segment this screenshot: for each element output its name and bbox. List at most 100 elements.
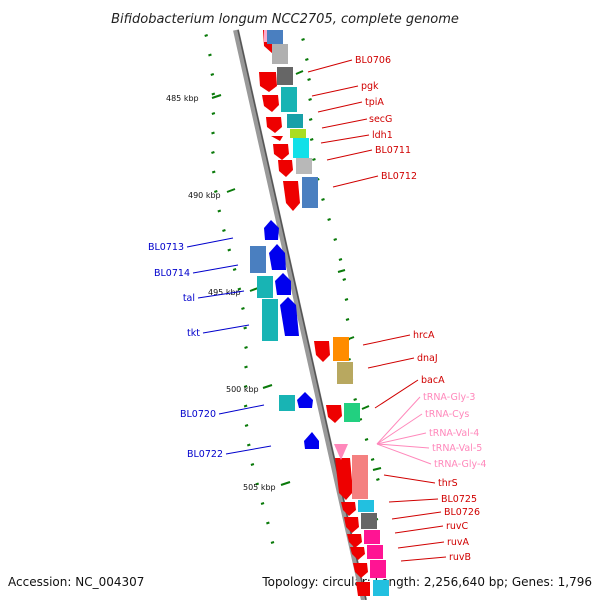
reverse-genes — [250, 220, 319, 449]
guide-dot — [243, 404, 248, 408]
guide-dot — [204, 34, 209, 37]
gene-arrow[interactable] — [314, 341, 330, 362]
guide-dot — [250, 463, 255, 466]
gene-arrow[interactable] — [356, 582, 370, 596]
gene-arrow[interactable] — [347, 534, 362, 548]
gene-label[interactable]: BL0722 — [187, 449, 223, 460]
guide-dot — [255, 482, 259, 486]
guide-dot — [333, 238, 338, 241]
scale-label: 490 kbp — [188, 191, 221, 200]
label-leaders-trna — [376, 396, 432, 465]
gene-label[interactable]: tpiA — [365, 97, 384, 108]
gene-arrow[interactable] — [335, 458, 353, 500]
label-leaders-forward — [307, 59, 447, 562]
gene-arrow[interactable] — [264, 220, 279, 240]
gene-arrow[interactable] — [262, 95, 279, 112]
guide-dot — [211, 131, 215, 135]
gene-arrow[interactable] — [344, 517, 359, 533]
gene-label[interactable]: thrS — [438, 478, 458, 489]
trna-label[interactable]: tRNA-Gly-3 — [423, 392, 475, 403]
gene-label[interactable]: BL0713 — [148, 242, 184, 253]
gene-label[interactable]: BL0726 — [444, 507, 480, 518]
guide-dot — [344, 298, 349, 301]
guide-dot — [213, 190, 218, 193]
gene-arrow[interactable] — [304, 432, 319, 449]
scale-dots — [204, 34, 380, 544]
gene-arrow[interactable] — [353, 563, 368, 578]
gene-label[interactable]: tal — [183, 293, 195, 304]
trna-label[interactable]: tRNA-Gly-4 — [434, 459, 486, 470]
guide-dot — [345, 318, 350, 321]
guide-dot — [370, 458, 375, 461]
gene-label[interactable]: secG — [369, 114, 392, 125]
gene-arrow[interactable] — [269, 244, 286, 270]
gene-label[interactable]: ruvC — [446, 521, 469, 532]
gene-arrow[interactable] — [283, 181, 300, 211]
guide-dot — [211, 92, 216, 96]
label-leaders-reverse — [186, 237, 272, 455]
trna-label[interactable]: tRNA-Val-4 — [429, 428, 479, 439]
gene-label[interactable]: BL0714 — [154, 268, 190, 279]
scale-tick — [211, 94, 222, 99]
gene-arrow[interactable] — [271, 136, 283, 141]
gene-arrow[interactable] — [278, 160, 293, 177]
scale-tick — [249, 287, 259, 292]
gene-arrow[interactable] — [326, 405, 342, 423]
scale-label: 495 kbp — [208, 288, 241, 297]
guide-dot — [308, 118, 313, 121]
scale-tick — [262, 384, 273, 389]
gene-label[interactable]: tkt — [187, 328, 200, 339]
trna-label[interactable]: tRNA-Val-5 — [432, 443, 482, 454]
guide-dot — [376, 478, 380, 481]
reverse-labels: BL0713 BL0714 tal tkt BL0720 BL0722 — [148, 242, 223, 460]
gene-label[interactable]: dnaJ — [417, 353, 438, 364]
gene-label[interactable]: BL0725 — [441, 494, 477, 505]
guide-dot — [327, 218, 331, 221]
gene-label[interactable]: ruvA — [447, 537, 470, 548]
guide-dot — [222, 229, 226, 232]
gene-arrow[interactable] — [280, 297, 299, 336]
gene-arrow[interactable] — [297, 392, 313, 408]
guide-dot — [243, 326, 247, 330]
gene-label[interactable]: BL0706 — [355, 55, 391, 66]
guide-dot — [308, 98, 312, 101]
trna-labels: tRNA-Gly-3 tRNA-Cys tRNA-Val-4 tRNA-Val-… — [423, 392, 486, 470]
gene-label[interactable]: ruvB — [449, 552, 471, 563]
guide-dot — [210, 73, 215, 76]
guide-dot — [244, 424, 249, 427]
gene-label[interactable]: BL0712 — [381, 171, 417, 182]
gene-label[interactable]: bacA — [421, 375, 445, 386]
guide-dot — [353, 398, 357, 401]
gene-label[interactable]: ldh1 — [372, 130, 393, 141]
guide-dot — [364, 438, 369, 441]
guide-dot — [301, 38, 305, 41]
guide-dot — [211, 112, 216, 115]
gene-label[interactable]: pgk — [361, 81, 379, 92]
scale-marks: 485 kbp 490 kbp 495 kbp 500 kbp 505 kbp — [166, 94, 291, 492]
scale-label: 505 kbp — [243, 483, 276, 492]
gene-arrow[interactable] — [273, 144, 289, 160]
guide-dot — [243, 385, 248, 388]
forward-labels: BL0706 pgk tpiA secG ldh1 BL0711 BL0712 … — [355, 55, 480, 563]
guide-dot — [270, 541, 275, 544]
guide-dot — [217, 209, 222, 213]
guide-dot — [244, 365, 248, 369]
guide-dot — [309, 138, 314, 141]
forward-genes — [259, 30, 370, 596]
gene-arrow[interactable] — [266, 117, 282, 133]
guide-dot — [338, 258, 343, 261]
gene-arrow[interactable] — [275, 273, 291, 295]
gene-label[interactable]: BL0711 — [375, 145, 411, 156]
gene-arrow[interactable] — [350, 547, 365, 560]
guide-dot — [208, 53, 212, 57]
guide-dot — [307, 78, 311, 81]
scale-label: 500 kbp — [226, 385, 259, 394]
map-title: Bifidobacterium longum NCC2705, complete… — [111, 12, 459, 27]
gene-arrow[interactable] — [259, 72, 277, 92]
guide-dot — [305, 58, 309, 61]
gene-arrow[interactable] — [341, 502, 356, 516]
trna-label[interactable]: tRNA-Cys — [425, 409, 469, 420]
gene-label[interactable]: hrcA — [413, 330, 435, 341]
gene-label[interactable]: BL0720 — [180, 409, 216, 420]
guide-dot — [312, 158, 316, 161]
